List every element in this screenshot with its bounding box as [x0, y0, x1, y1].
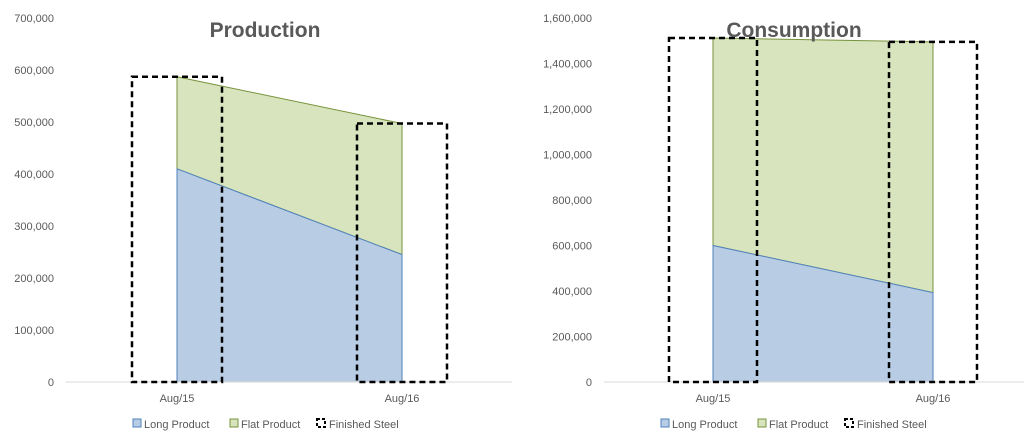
- legend-label-finished-steel: Finished Steel: [329, 419, 399, 431]
- legend-label-flat-product: Flat Product: [769, 419, 828, 431]
- production-chart: 0 100,000 200,000 300,000 400,000 500,000 600,…: [14, 13, 512, 431]
- y-tick-label: 700,000: [14, 13, 54, 25]
- y-tick-label: 1,400,000: [543, 59, 592, 71]
- y-tick-label: 600,000: [14, 65, 54, 77]
- y-tick-label: 1,000,000: [543, 150, 592, 162]
- x-tick-label: Aug/15: [696, 393, 731, 405]
- chart-title: Consumption: [726, 19, 861, 42]
- y-tick-label: 400,000: [552, 286, 592, 298]
- y-tick-label: 800,000: [552, 195, 592, 207]
- y-tick-label: 200,000: [14, 273, 54, 285]
- finished-steel-bar: [887, 40, 979, 384]
- y-tick-label: 1,600,000: [543, 13, 592, 25]
- legend-swatch-flat-product: [757, 418, 767, 428]
- y-tick-label: 300,000: [14, 221, 54, 233]
- consumption-chart: 0 200,000 400,000 600,000 800,000 1,000,000 1,…: [543, 13, 1024, 431]
- y-tick-label: 0: [48, 377, 54, 389]
- legend-label-finished-steel: Finished Steel: [857, 419, 927, 431]
- finished-steel-bar: [130, 75, 224, 384]
- legend-label-long-product: Long Product: [672, 419, 737, 431]
- y-tick-label: 200,000: [552, 332, 592, 344]
- finished-steel-bar: [355, 122, 449, 384]
- y-tick-label: 500,000: [14, 117, 54, 129]
- legend-swatch-long-product: [132, 418, 142, 428]
- legend-label-flat-product: Flat Product: [241, 419, 300, 431]
- legend-label-long-product: Long Product: [144, 419, 209, 431]
- legend-swatch-finished-steel: [316, 418, 326, 428]
- x-tick-label: Aug/15: [160, 393, 195, 405]
- legend-swatch-finished-steel: [844, 418, 854, 428]
- legend-swatch-flat-product: [229, 418, 239, 428]
- y-tick-label: 100,000: [14, 325, 54, 337]
- y-tick-label: 1,200,000: [543, 104, 592, 116]
- y-tick-label: 600,000: [552, 241, 592, 253]
- legend-swatch-long-product: [660, 418, 670, 428]
- x-tick-label: Aug/16: [916, 393, 951, 405]
- y-tick-label: 400,000: [14, 169, 54, 181]
- x-tick-label: Aug/16: [385, 393, 420, 405]
- y-tick-label: 0: [586, 377, 592, 389]
- finished-steel-bar: [667, 36, 759, 384]
- chart-title: Production: [210, 19, 321, 42]
